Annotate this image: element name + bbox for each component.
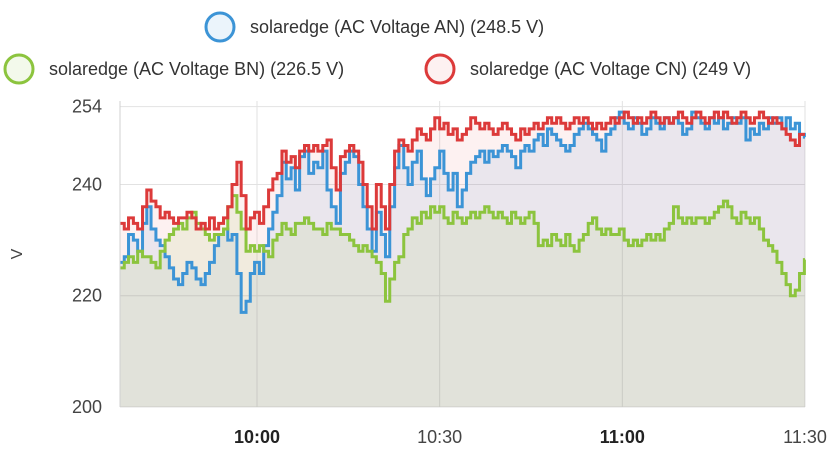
series-line-1 xyxy=(120,110,806,314)
series-line-3 xyxy=(120,110,805,231)
x-tick-label: 11:00 xyxy=(600,427,645,447)
y-axis-title: V xyxy=(9,248,26,259)
chart-axes: 200 220 240 254 10:00 10:30 11:00 11:30 V xyxy=(9,97,827,447)
y-tick-label: 254 xyxy=(72,97,102,117)
series-fills xyxy=(120,112,805,408)
series-area-1 xyxy=(120,112,805,408)
series-area-2 xyxy=(120,195,805,407)
x-tick-label: 10:00 xyxy=(234,427,280,447)
series-line-2 xyxy=(120,194,806,303)
y-tick-label: 240 xyxy=(72,174,102,194)
legend-marker-2[interactable] xyxy=(3,53,35,85)
series-lines xyxy=(120,110,806,314)
legend-label-3[interactable]: solaredge (AC Voltage CN) (249 V) xyxy=(470,59,751,79)
legend-marker-1[interactable] xyxy=(204,11,236,43)
y-tick-label: 200 xyxy=(72,397,102,417)
x-tick-label: 11:30 xyxy=(783,427,827,447)
y-tick-label: 220 xyxy=(72,286,102,306)
legend-marker-3[interactable] xyxy=(424,53,456,85)
legend-label-1[interactable]: solaredge (AC Voltage AN) (248.5 V) xyxy=(250,17,544,37)
chart-legend: solaredge (AC Voltage AN) (248.5 V) solar… xyxy=(3,11,751,85)
series-area-3 xyxy=(120,112,805,408)
x-tick-label: 10:30 xyxy=(417,427,462,447)
legend-label-2[interactable]: solaredge (AC Voltage BN) (226.5 V) xyxy=(49,59,344,79)
